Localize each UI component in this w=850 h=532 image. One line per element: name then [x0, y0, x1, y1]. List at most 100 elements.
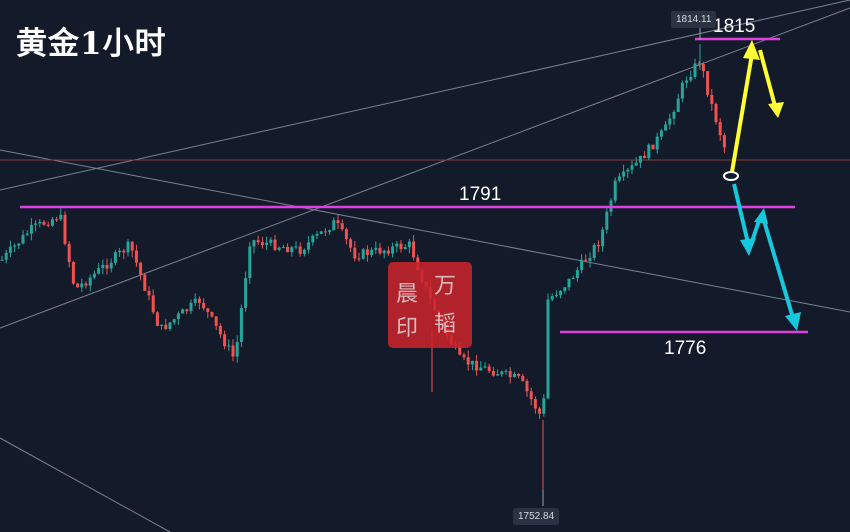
candle-body [147, 290, 151, 296]
candle-body [706, 71, 710, 95]
candle-body [189, 302, 193, 312]
candle-body [479, 367, 483, 371]
candle-body [328, 230, 332, 233]
candle-body [533, 399, 537, 409]
candle-body [617, 176, 621, 181]
candle-body [512, 374, 516, 378]
candle-body [407, 241, 411, 247]
current-price-circle [723, 171, 739, 181]
candle-body [521, 375, 525, 381]
candle-body [231, 345, 235, 357]
candle-body [126, 241, 130, 253]
bear-arrow-2 [747, 217, 762, 251]
chart-title: 黄金1小时 [16, 26, 167, 62]
bull-arrow-head-up [743, 40, 760, 60]
candle-body [580, 259, 584, 271]
scenario-arrows [723, 40, 801, 331]
candle-body [655, 136, 659, 150]
candle-body [277, 247, 281, 250]
candle-body [164, 324, 168, 329]
candle-body [626, 169, 630, 172]
candle-body [239, 307, 243, 342]
candle-body [181, 309, 185, 314]
candle-body [113, 252, 117, 263]
candle-body [248, 246, 252, 279]
candle-body [50, 219, 54, 226]
candle-body [365, 249, 369, 255]
candle-body [21, 234, 25, 244]
candle-body [340, 223, 344, 230]
candle-body [622, 171, 626, 177]
candle-body [88, 277, 92, 286]
bear-arrow-1 [732, 183, 750, 244]
candle-body [13, 245, 17, 247]
candle-body [265, 242, 269, 245]
level-label-1791: 1791 [459, 184, 502, 205]
candle-body [256, 240, 260, 243]
candle-body [307, 242, 311, 250]
candle-body [8, 246, 12, 253]
candle-body [672, 111, 676, 119]
candle-body [651, 144, 655, 150]
candle-body [63, 214, 67, 244]
bull-arrow [730, 53, 754, 173]
stamp-char: 韬 [434, 312, 457, 337]
candle-body [319, 231, 323, 234]
candle-body [210, 311, 214, 317]
candle-body [496, 374, 500, 376]
candle-body [395, 243, 399, 247]
candle-body [710, 94, 714, 104]
candle-body [281, 246, 285, 248]
stamp-char: 万 [434, 274, 457, 299]
candle-body [554, 295, 558, 297]
candle-body [176, 313, 180, 320]
candle-body [567, 278, 571, 288]
candle-body [197, 298, 201, 303]
candle-body [155, 312, 159, 326]
candle-body [596, 245, 600, 247]
candle-body [361, 249, 365, 259]
candle-body [634, 162, 638, 166]
candle-body [214, 316, 218, 326]
candle-body [298, 246, 302, 254]
candle-body [374, 247, 378, 250]
candle-body [109, 262, 113, 269]
candle-body [357, 258, 361, 260]
candle-body [403, 246, 407, 250]
bull-arrow-head-down [768, 102, 784, 118]
candle-body [67, 243, 71, 263]
candle-body [101, 264, 105, 269]
candle-body [336, 220, 340, 224]
candle-body [571, 277, 575, 279]
candle-body [206, 308, 210, 312]
candle-body [332, 220, 336, 231]
level-label-1776: 1776 [664, 338, 707, 359]
candle-body [235, 341, 239, 357]
candle-body [42, 221, 46, 225]
candle-body [382, 250, 386, 254]
candle-body [17, 243, 21, 246]
candle-body [185, 309, 189, 312]
candle-body [399, 243, 403, 250]
stamp-char: 晨 [396, 282, 419, 307]
candle-body [680, 82, 684, 99]
candle-body [315, 233, 319, 236]
candle-body [29, 224, 33, 234]
candle-body [491, 371, 495, 376]
candle-body [412, 241, 416, 258]
candle-body [458, 346, 462, 355]
candle-body [592, 245, 596, 258]
candle-body [559, 290, 563, 296]
candle-body [218, 325, 222, 335]
candle-body [391, 246, 395, 254]
candle-body [689, 76, 693, 81]
candle-body [601, 229, 605, 247]
candle-body [118, 250, 122, 253]
candle-body [605, 211, 609, 230]
candle-body [92, 273, 96, 278]
candle-body [311, 235, 315, 243]
candle-body [84, 283, 88, 286]
candle-body [386, 250, 390, 254]
candle-body [697, 63, 701, 65]
candle-body [370, 249, 374, 255]
